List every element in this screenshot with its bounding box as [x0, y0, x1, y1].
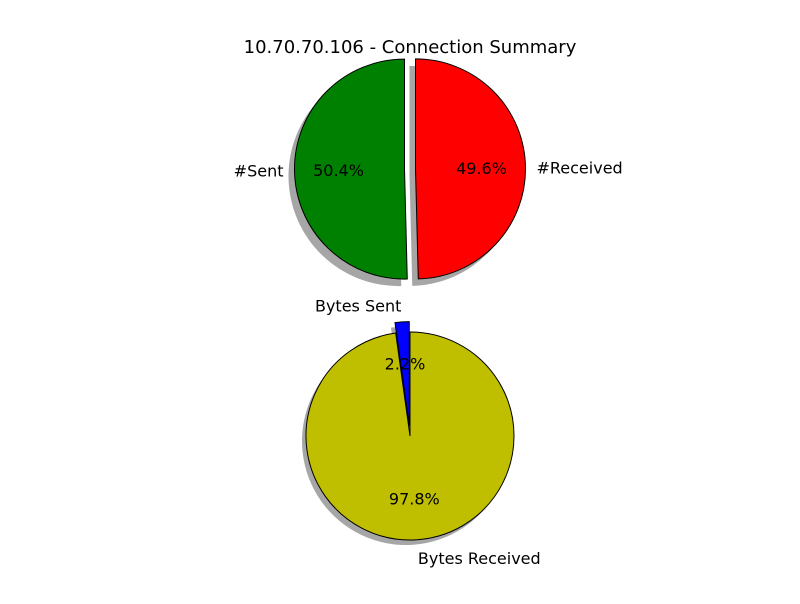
slice-pct-bytes-received: 97.8% [389, 489, 440, 508]
slice-pct-bytes-sent: 2.2% [385, 354, 426, 373]
pie-label-layer: #Sent 50.4% #Received 49.6% [234, 158, 623, 180]
pie-slice-layer [293, 58, 526, 280]
chart-title: 10.70.70.106 - Connection Summary [244, 37, 577, 58]
slice-label-bytes-received: Bytes Received [418, 549, 541, 568]
slice-bytes-received [305, 331, 515, 541]
slice-pct-received: 49.6% [456, 159, 507, 178]
slice-pct-sent: 50.4% [313, 161, 364, 180]
slice-label-sent: #Sent [234, 162, 284, 181]
slice-bytes-sent [394, 321, 410, 426]
pie-slice-layer [305, 321, 515, 541]
slice-sent [293, 58, 408, 280]
slice-label-received: #Received [536, 158, 622, 177]
pie-connections: #Sent 50.4% #Received 49.6% [234, 58, 623, 287]
pie-label-layer: Bytes Sent 2.2% Bytes Received 97.8% [315, 296, 541, 568]
pie-bytes: Bytes Sent 2.2% Bytes Received 97.8% [302, 296, 541, 568]
slice-received [415, 58, 526, 280]
slice-label-bytes-sent: Bytes Sent [315, 296, 401, 315]
